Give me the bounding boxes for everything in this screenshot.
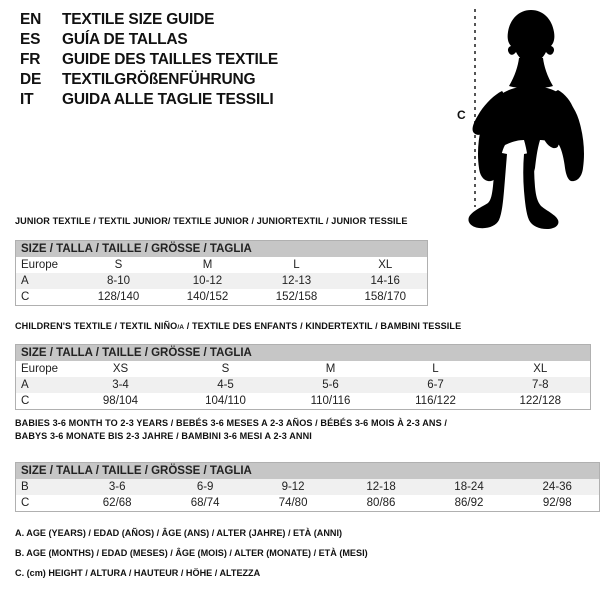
svg-text:C: C — [457, 108, 466, 122]
